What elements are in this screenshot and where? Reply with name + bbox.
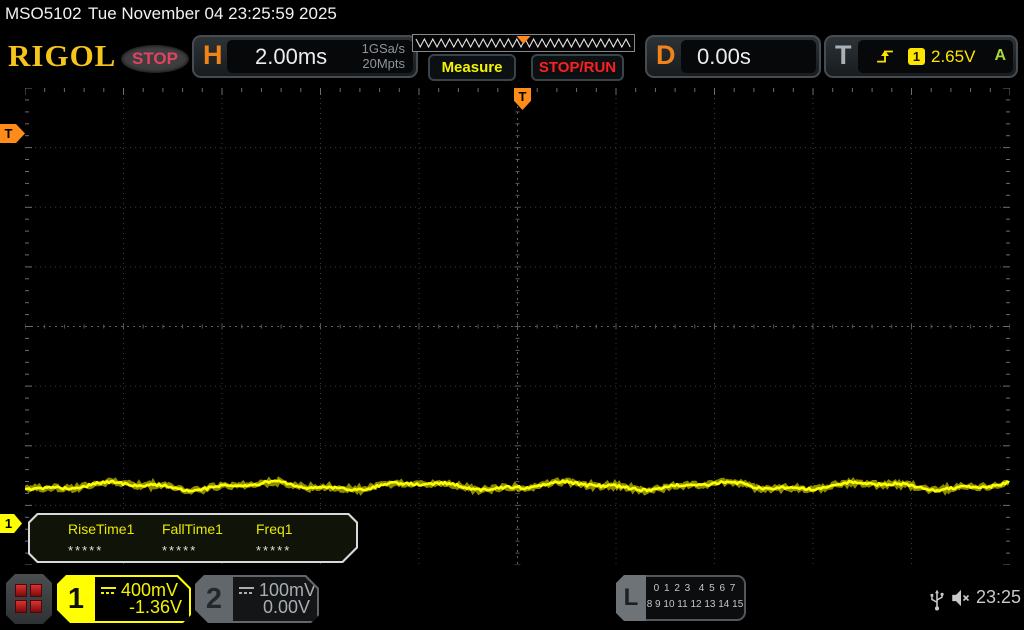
preview-zigzag-icon bbox=[415, 36, 631, 49]
trigger-level-marker[interactable]: T bbox=[0, 124, 25, 143]
trigger-mode: A bbox=[994, 47, 1006, 64]
measurement-risetime: RiseTime1 ***** bbox=[68, 521, 135, 558]
grid-menu-icon bbox=[15, 584, 43, 614]
dc-coupling-icon bbox=[239, 587, 254, 594]
usb-icon bbox=[930, 589, 944, 611]
delay-value: 0.00s bbox=[697, 44, 751, 69]
waveform-preview-strip[interactable] bbox=[412, 34, 635, 52]
logic-channels-row2: 8 9 10 11 12 13 14 15 bbox=[646, 599, 744, 610]
clock: 23:25 bbox=[976, 587, 1022, 607]
logic-analyzer-badge[interactable]: L 0 1 2 3 4 5 6 7 8 9 10 11 12 13 14 15 bbox=[616, 575, 746, 621]
rigol-logo: RIGOL bbox=[8, 38, 117, 73]
horizontal-panel[interactable]: H 2.00ms 1GSa/s 20Mpts bbox=[192, 35, 418, 78]
trigger-label: T bbox=[835, 40, 852, 70]
trigger-panel[interactable]: T 1 2.65V A bbox=[824, 35, 1018, 78]
channel2-number: 2 bbox=[205, 583, 223, 615]
logic-channels-row1: 0 1 2 3 4 5 6 7 bbox=[653, 583, 737, 594]
horizontal-label: H bbox=[203, 40, 223, 70]
timebase-value: 2.00ms bbox=[255, 44, 328, 69]
channel1-scale: 400mV bbox=[121, 580, 179, 600]
delay-label: D bbox=[656, 40, 676, 70]
measure-button[interactable]: Measure bbox=[428, 54, 516, 81]
rising-edge-trigger-icon bbox=[877, 50, 893, 63]
sample-rate: 1GSa/s 20Mpts bbox=[361, 41, 405, 71]
channel1-ground-marker[interactable]: 1 bbox=[0, 514, 22, 533]
channel2-offset: 0.00V bbox=[262, 597, 310, 617]
graticule: T bbox=[24, 87, 1011, 566]
channel2-badge[interactable]: 2 100mV 0.00V bbox=[195, 575, 319, 623]
model-name: MSO5102 bbox=[5, 4, 82, 23]
datetime: Tue November 04 23:25:59 2025 bbox=[88, 4, 337, 23]
trigger-level-value: 2.65V bbox=[931, 47, 976, 66]
channel2-scale: 100mV bbox=[259, 580, 317, 600]
logic-analyzer-label: L bbox=[616, 575, 646, 621]
measurement-panel[interactable]: RiseTime1 ***** FallTime1 ***** Freq1 **… bbox=[28, 513, 358, 563]
delay-panel[interactable]: D 0.00s bbox=[645, 35, 821, 78]
menu-button[interactable] bbox=[6, 574, 52, 624]
status-bar: MSO5102 Tue November 04 23:25:59 2025 bbox=[0, 0, 1024, 30]
channel1-badge[interactable]: 1 400mV -1.36V bbox=[57, 575, 191, 623]
trigger-position-icon[interactable]: T bbox=[514, 88, 531, 110]
measurement-falltime: FallTime1 ***** bbox=[162, 521, 223, 558]
stop-run-button[interactable]: STOP/RUN bbox=[531, 54, 624, 81]
dc-coupling-icon bbox=[101, 587, 116, 594]
channel1-offset: -1.36V bbox=[128, 597, 182, 617]
channel1-number: 1 bbox=[67, 583, 85, 615]
measurement-freq: Freq1 ***** bbox=[256, 521, 293, 558]
acquisition-status-badge: STOP bbox=[121, 45, 189, 73]
trigger-source-badge: 1 bbox=[908, 48, 925, 65]
grid-and-trace bbox=[24, 87, 1011, 566]
speaker-muted-icon[interactable] bbox=[951, 588, 971, 608]
